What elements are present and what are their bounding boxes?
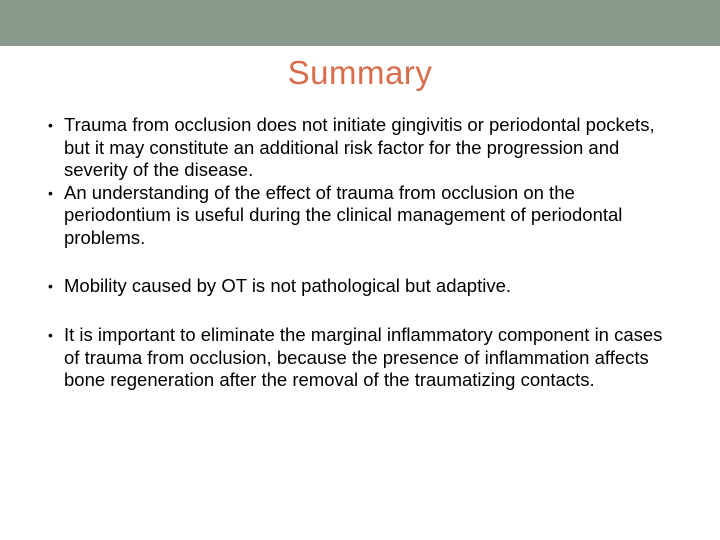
slide-body: Summary Trauma from occlusion does not i… [0, 46, 720, 392]
bullet-item: An understanding of the effect of trauma… [48, 182, 672, 250]
bullet-group-3: It is important to eliminate the margina… [48, 324, 672, 392]
bullet-group-2: Mobility caused by OT is not pathologica… [48, 275, 672, 298]
bullet-item: Trauma from occlusion does not initiate … [48, 114, 672, 182]
bullet-group-1: Trauma from occlusion does not initiate … [48, 114, 672, 249]
top-accent-band [0, 0, 720, 46]
bullet-item: It is important to eliminate the margina… [48, 324, 672, 392]
slide-title: Summary [48, 54, 672, 92]
bullet-item: Mobility caused by OT is not pathologica… [48, 275, 672, 298]
